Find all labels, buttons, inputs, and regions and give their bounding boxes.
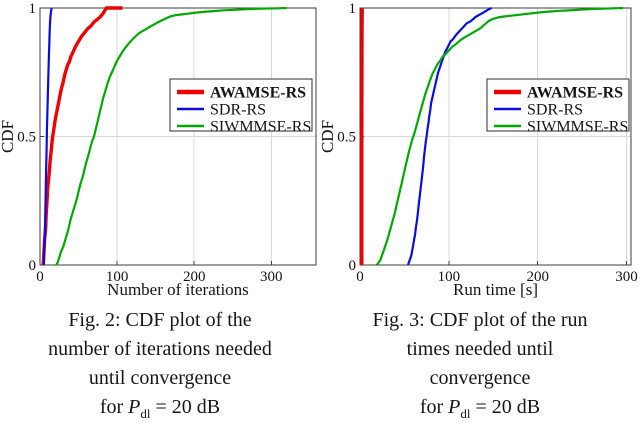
siwmmse-rs-curve [55, 6, 287, 266]
caption-line: for Pdl = 20 dB [0, 393, 320, 422]
fig2-caption: Fig. 2: CDF plot of the number of iterat… [0, 306, 320, 422]
sdr-rs-curve [406, 7, 492, 266]
siwmmse-rs-legend-label: SIWMMSE-RS [210, 119, 311, 136]
caption-line: convergence [429, 367, 531, 389]
math-dl-subscript: dl [460, 406, 471, 421]
legend-box [169, 78, 313, 132]
caption-text: = 20 dB [150, 396, 221, 418]
x-tick-label: 300 [615, 269, 638, 285]
caption-text: for [99, 396, 129, 418]
y-axis-label: CDF [320, 120, 337, 153]
y-tick-label: 1 [349, 1, 357, 17]
caption-line: until convergence [88, 367, 232, 389]
fig2-cdf-iterations-chart: 0 100 200 300 0 0.5 1 Number of iterations CDF AW… [0, 1, 317, 299]
x-tick-label: 0 [36, 269, 44, 285]
y-tick-label: 0.5 [17, 130, 36, 146]
x-tick-label: 100 [106, 269, 129, 285]
caption-line: Fig. 2: CDF plot of the [68, 309, 252, 331]
y-tick-label: 1 [29, 1, 37, 17]
math-p-symbol: P [448, 396, 461, 418]
x-tick-label: 0 [356, 269, 364, 285]
y-tick-label: 0.5 [337, 130, 356, 146]
y-tick-label: 0 [349, 258, 357, 274]
y-tick-label: 0 [29, 258, 37, 274]
caption-text: for [419, 396, 449, 418]
fig3-caption: Fig. 3: CDF plot of the run times needed… [320, 306, 640, 422]
x-tick-label: 100 [438, 269, 461, 285]
math-dl-subscript: dl [140, 406, 151, 421]
x-tick-label: 200 [526, 269, 549, 285]
y-axis-label: CDF [0, 120, 17, 153]
caption-line: for Pdl = 20 dB [320, 393, 640, 422]
sdr-rs-curve [42, 7, 53, 266]
awamse-rs-legend-label: AWAMSE-RS [527, 85, 623, 102]
math-p-symbol: P [128, 396, 141, 418]
legend-box [486, 78, 630, 132]
x-tick-label: 200 [183, 269, 206, 285]
siwmmse-rs-curve [375, 6, 624, 266]
siwmmse-rs-legend-label: SIWMMSE-RS [527, 119, 628, 136]
sdr-rs-legend-label: SDR-RS [527, 102, 583, 119]
caption-line: number of iterations needed [48, 338, 272, 360]
x-axis-label: Number of iterations [107, 280, 249, 299]
sdr-rs-legend-label: SDR-RS [210, 102, 266, 119]
caption-line: Fig. 3: CDF plot of the run [372, 309, 588, 331]
x-axis-label: Run time [s] [453, 280, 538, 299]
x-tick-label: 300 [260, 269, 283, 285]
caption-text: = 20 dB [470, 396, 541, 418]
awamse-rs-legend-label: AWAMSE-RS [210, 85, 306, 102]
caption-line: times needed until [406, 338, 554, 360]
